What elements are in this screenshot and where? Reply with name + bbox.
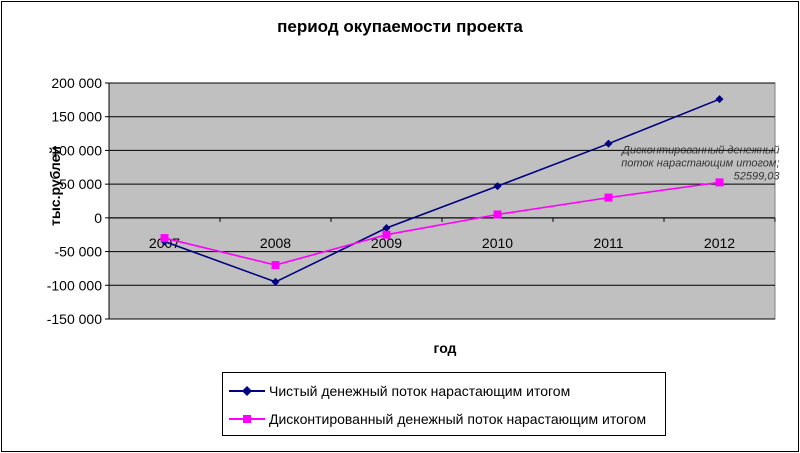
point-s0-3 xyxy=(493,182,502,191)
point-s0-2 xyxy=(382,223,391,232)
y-tick-label-5: -50 000 xyxy=(55,244,103,260)
gridlines xyxy=(109,82,775,320)
x-axis: 200720082009201020112012 xyxy=(108,217,776,251)
point-s0-5 xyxy=(715,95,724,104)
x-tick-label-4: 2011 xyxy=(593,235,623,251)
legend-swatch-square-icon xyxy=(229,415,265,423)
legend-label-net: Чистый денежный поток нарастающим итогом xyxy=(269,383,571,399)
point-s1-2 xyxy=(382,230,391,239)
x-tick-label-1: 2008 xyxy=(260,235,291,251)
legend-item-discounted: Дисконтированный денежный поток нарастаю… xyxy=(223,407,663,431)
x-tick-label-5: 2012 xyxy=(704,235,735,251)
y-tick-label-2: 100 000 xyxy=(51,142,102,158)
plot-area xyxy=(108,82,776,320)
x-axis-label: год xyxy=(433,340,457,356)
legend-item-net: Чистый денежный поток нарастающим итогом xyxy=(223,379,663,403)
y-tick-label-1: 150 000 xyxy=(51,109,102,125)
annotation-0-line-0: Дисконтированный денежный xyxy=(620,144,779,156)
y-axis-label: тыс.рублей xyxy=(47,145,63,227)
series-line-0 xyxy=(164,98,720,283)
y-tick-label-0: 200 000 xyxy=(51,75,102,91)
x-tick-label-3: 2010 xyxy=(482,235,513,251)
legend-label-discounted: Дисконтированный денежный поток нарастаю… xyxy=(269,411,647,427)
y-tick-label-4: 0 xyxy=(94,210,102,226)
annotation-0-line-2: 52599,03 xyxy=(734,170,781,182)
y-tick-label-3: 50 000 xyxy=(59,176,102,192)
y-tick-label-6: -100 000 xyxy=(47,277,102,293)
chart-title: период окупаемости проекта xyxy=(277,17,523,36)
point-s1-4 xyxy=(604,193,613,202)
y-tick-label-7: -150 000 xyxy=(47,311,102,327)
series-line-1 xyxy=(164,181,720,266)
point-s0-1 xyxy=(271,277,280,286)
point-s1-0 xyxy=(160,234,169,243)
legend: Чистый денежный поток нарастающим итогом… xyxy=(222,372,666,436)
point-s1-5 xyxy=(715,178,724,187)
series-group xyxy=(160,95,724,286)
point-s1-1 xyxy=(271,261,280,270)
legend-swatch-diamond-icon xyxy=(229,386,265,396)
point-s0-4 xyxy=(604,139,613,148)
y-axis: 200 000 150 000 100 000 50 000 0 -50 000 -100 … xyxy=(47,75,110,327)
point-s1-3 xyxy=(493,210,502,219)
x-tick-label-2: 2009 xyxy=(371,235,402,251)
annotation-0-line-1: поток нарастающим итогом; xyxy=(621,157,779,169)
